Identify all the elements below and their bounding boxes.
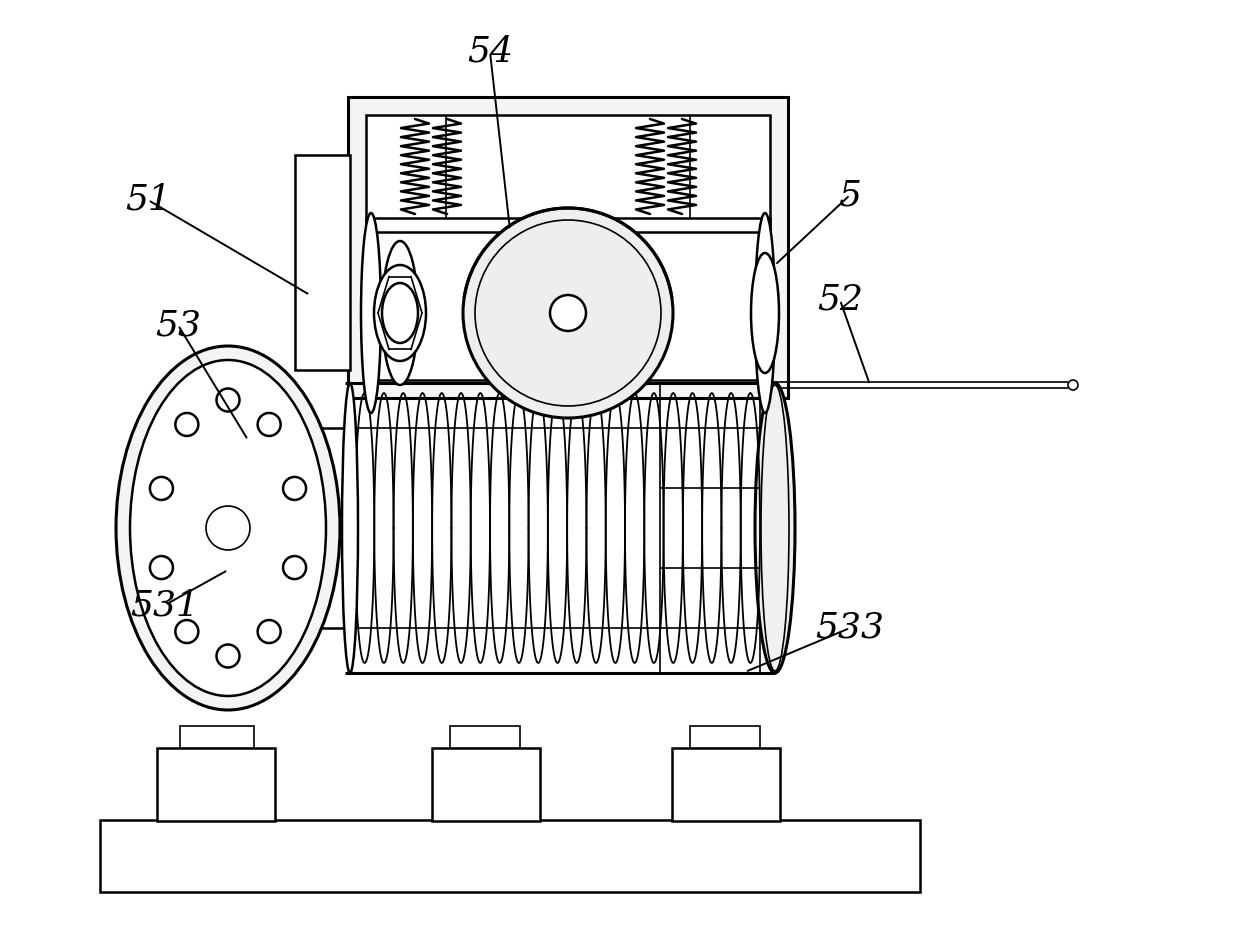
Circle shape: [217, 389, 239, 412]
Circle shape: [283, 477, 306, 500]
Ellipse shape: [751, 253, 779, 373]
Ellipse shape: [361, 213, 381, 413]
Circle shape: [258, 413, 280, 436]
Ellipse shape: [374, 265, 427, 361]
Circle shape: [175, 413, 198, 436]
Circle shape: [475, 220, 661, 406]
Ellipse shape: [130, 360, 326, 696]
Circle shape: [258, 620, 280, 643]
Ellipse shape: [755, 383, 795, 673]
Bar: [689, 726, 760, 748]
Ellipse shape: [382, 241, 418, 385]
Ellipse shape: [382, 283, 418, 343]
Bar: [366, 115, 770, 380]
Bar: [180, 726, 254, 748]
Bar: [348, 97, 787, 398]
Circle shape: [283, 556, 306, 579]
Bar: [432, 748, 539, 821]
Circle shape: [150, 556, 172, 579]
Bar: [100, 820, 920, 892]
Ellipse shape: [117, 346, 340, 710]
Bar: [366, 218, 770, 232]
Ellipse shape: [206, 506, 250, 550]
Ellipse shape: [755, 213, 775, 413]
Text: 533: 533: [816, 611, 884, 645]
Ellipse shape: [761, 385, 789, 671]
Circle shape: [150, 477, 172, 500]
Text: 531: 531: [130, 588, 200, 622]
Text: 54: 54: [467, 35, 513, 69]
Circle shape: [175, 620, 198, 643]
Circle shape: [1068, 380, 1078, 390]
Circle shape: [463, 208, 673, 418]
Bar: [450, 726, 520, 748]
Ellipse shape: [342, 383, 358, 673]
Bar: [295, 155, 350, 370]
Text: 51: 51: [125, 183, 171, 217]
Bar: [157, 748, 275, 821]
Bar: [672, 748, 780, 821]
Text: 5: 5: [838, 178, 862, 212]
Text: 53: 53: [155, 308, 201, 342]
Circle shape: [217, 645, 239, 668]
Circle shape: [551, 295, 587, 331]
Text: 52: 52: [817, 283, 863, 317]
